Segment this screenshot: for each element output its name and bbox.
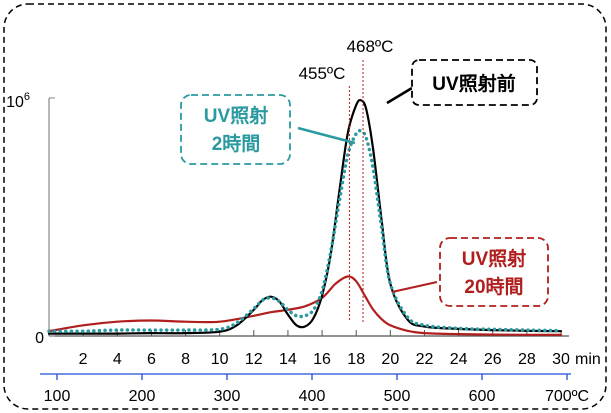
callout-before-label: UV照射前 (432, 72, 515, 95)
x-tick-label-12: 26 (484, 351, 502, 368)
x-tick-label-1: 4 (113, 351, 122, 368)
callout-arrows (297, 86, 438, 293)
arrow-before (386, 86, 413, 105)
y-tick-label-0: 0 (35, 330, 44, 347)
temp-tick-label-4: 500 (384, 388, 411, 405)
y-tick-marks (49, 97, 55, 337)
temp-tick-label-0: 100 (44, 388, 71, 405)
x-tick-label-8: 18 (347, 351, 365, 368)
callout-box-2h (180, 94, 291, 165)
x-tick-label-11: 24 (450, 351, 468, 368)
x-tick-label-0: 2 (79, 351, 88, 368)
callout-2h-line2: 2時間 (212, 133, 261, 155)
series-line-2 (47, 275, 563, 336)
x-tick-label-7: 16 (313, 351, 331, 368)
series-line-1 (47, 128, 563, 334)
callout-box-20h (439, 237, 549, 307)
temp-tick-label-6: 700ºC (545, 388, 589, 405)
callout-2h-line1: UV照射 (204, 104, 268, 127)
series-group (47, 98, 563, 336)
x-tick-label-5: 12 (245, 351, 263, 368)
peak-markers (348, 60, 364, 322)
callout-box-before (411, 59, 538, 106)
temp-tick-label-5: 600 (469, 388, 496, 405)
x-tick-label-10: 22 (416, 351, 434, 368)
x-tick-label-13: 28 (518, 351, 536, 368)
x-tick-labels: 2 4 6 8 10 12 14 16 18 20 22 24 26 28 30 (79, 351, 570, 368)
peak-label-455: 455ºC (299, 64, 346, 83)
callout-20h-line2: 20時間 (464, 276, 523, 298)
temp-tick-label-2: 300 (214, 388, 241, 405)
x-tick-label-6: 14 (279, 351, 297, 368)
peak-label-468: 468ºC (347, 37, 394, 56)
x-tick-label-3: 8 (181, 351, 190, 368)
y-tick-label-max: 106 (6, 91, 30, 111)
x-tick-label-14: 30 (552, 351, 570, 368)
x-unit-label: min (575, 351, 601, 368)
temp-tick-label-1: 200 (129, 388, 156, 405)
temp-tick-label-3: 400 (299, 388, 326, 405)
x-tick-label-2: 6 (147, 351, 156, 368)
x-tick-label-4: 10 (211, 351, 229, 368)
x-tick-label-9: 20 (381, 351, 399, 368)
arrow-2h (297, 126, 356, 145)
outer-border (3, 3, 607, 410)
arrow-20h (391, 281, 438, 293)
series-line-0 (47, 98, 563, 335)
callout-20h-line1: UV照射 (462, 247, 526, 270)
temperature-axis: 100 200 300 400 500 600 700ºC (40, 373, 589, 405)
